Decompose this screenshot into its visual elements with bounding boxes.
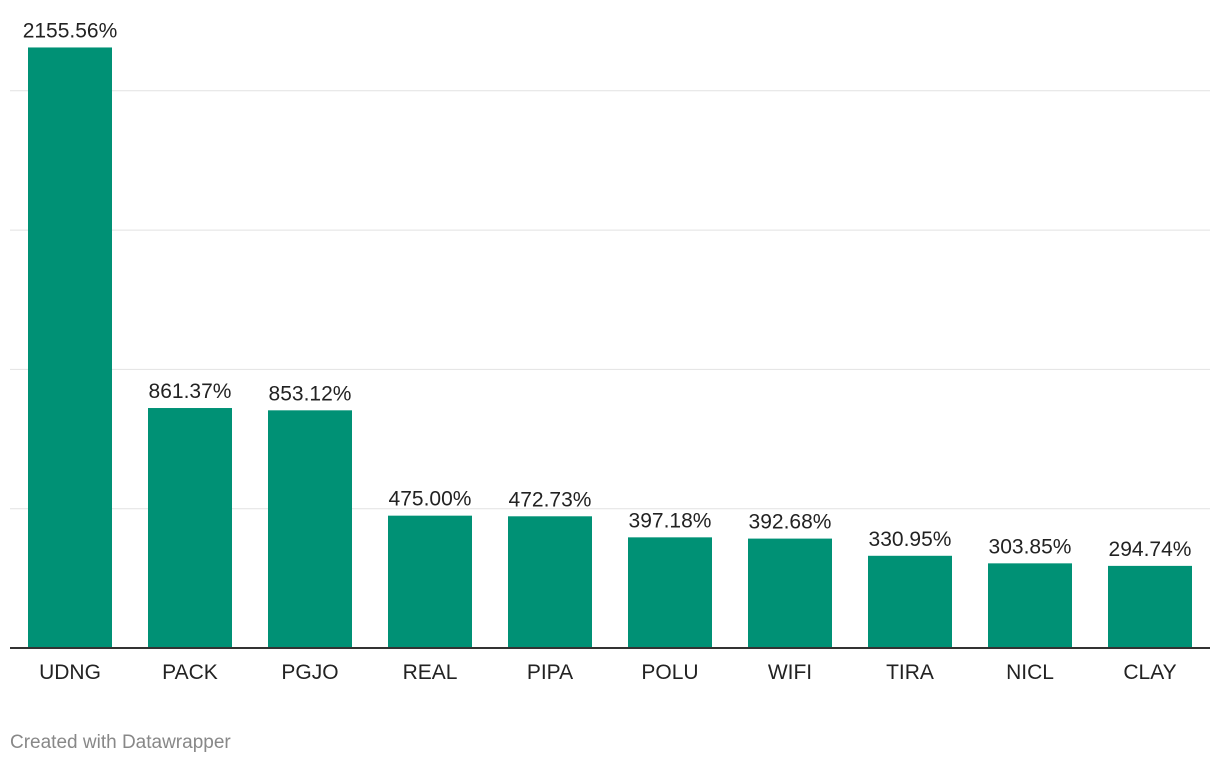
- bar-pack: [148, 408, 232, 648]
- bar-pgjo: [268, 410, 352, 648]
- tick-label-pgjo: PGJO: [281, 661, 338, 684]
- value-label-wifi: 392.68%: [749, 511, 832, 534]
- bar-clay: [1108, 565, 1192, 648]
- value-label-pgjo: 853.12%: [269, 382, 352, 405]
- tick-label-pack: PACK: [162, 661, 218, 684]
- value-label-real: 475.00%: [389, 488, 472, 511]
- tick-label-nicl: NICL: [1006, 661, 1054, 684]
- gridlines: [10, 90, 1210, 510]
- bar-pipa: [508, 516, 592, 648]
- x-axis-tick-labels: UDNG PACK PGJO REAL PIPA POLU WIFI TIRA NICL CLAY: [39, 661, 1177, 684]
- bar-polu: [628, 537, 712, 648]
- value-labels: 2155.56% 861.37% 853.12% 475.00% 472.73% 397.…: [23, 19, 1192, 560]
- bar-tira: [868, 555, 952, 648]
- tick-label-pipa: PIPA: [527, 661, 573, 684]
- tick-label-real: REAL: [403, 661, 458, 684]
- value-label-clay: 294.74%: [1109, 538, 1192, 561]
- tick-label-tira: TIRA: [886, 661, 934, 684]
- value-label-udng: 2155.56%: [23, 19, 118, 42]
- bars: [28, 47, 1192, 648]
- value-label-polu: 397.18%: [629, 509, 712, 532]
- bar-real: [388, 515, 472, 648]
- tick-label-wifi: WIFI: [768, 661, 812, 684]
- bar-chart: 2155.56% 861.37% 853.12% 475.00% 472.73% 397.…: [10, 19, 1210, 684]
- bar-udng: [28, 47, 112, 648]
- tick-label-clay: CLAY: [1123, 661, 1176, 684]
- value-label-nicl: 303.85%: [989, 535, 1072, 558]
- datawrapper-credit[interactable]: Created with Datawrapper: [10, 732, 231, 753]
- bar-wifi: [748, 538, 832, 648]
- bar-nicl: [988, 563, 1072, 648]
- value-label-pipa: 472.73%: [509, 488, 592, 511]
- value-label-pack: 861.37%: [149, 380, 232, 403]
- value-label-tira: 330.95%: [869, 528, 952, 551]
- tick-label-polu: POLU: [641, 661, 698, 684]
- tick-label-udng: UDNG: [39, 661, 101, 684]
